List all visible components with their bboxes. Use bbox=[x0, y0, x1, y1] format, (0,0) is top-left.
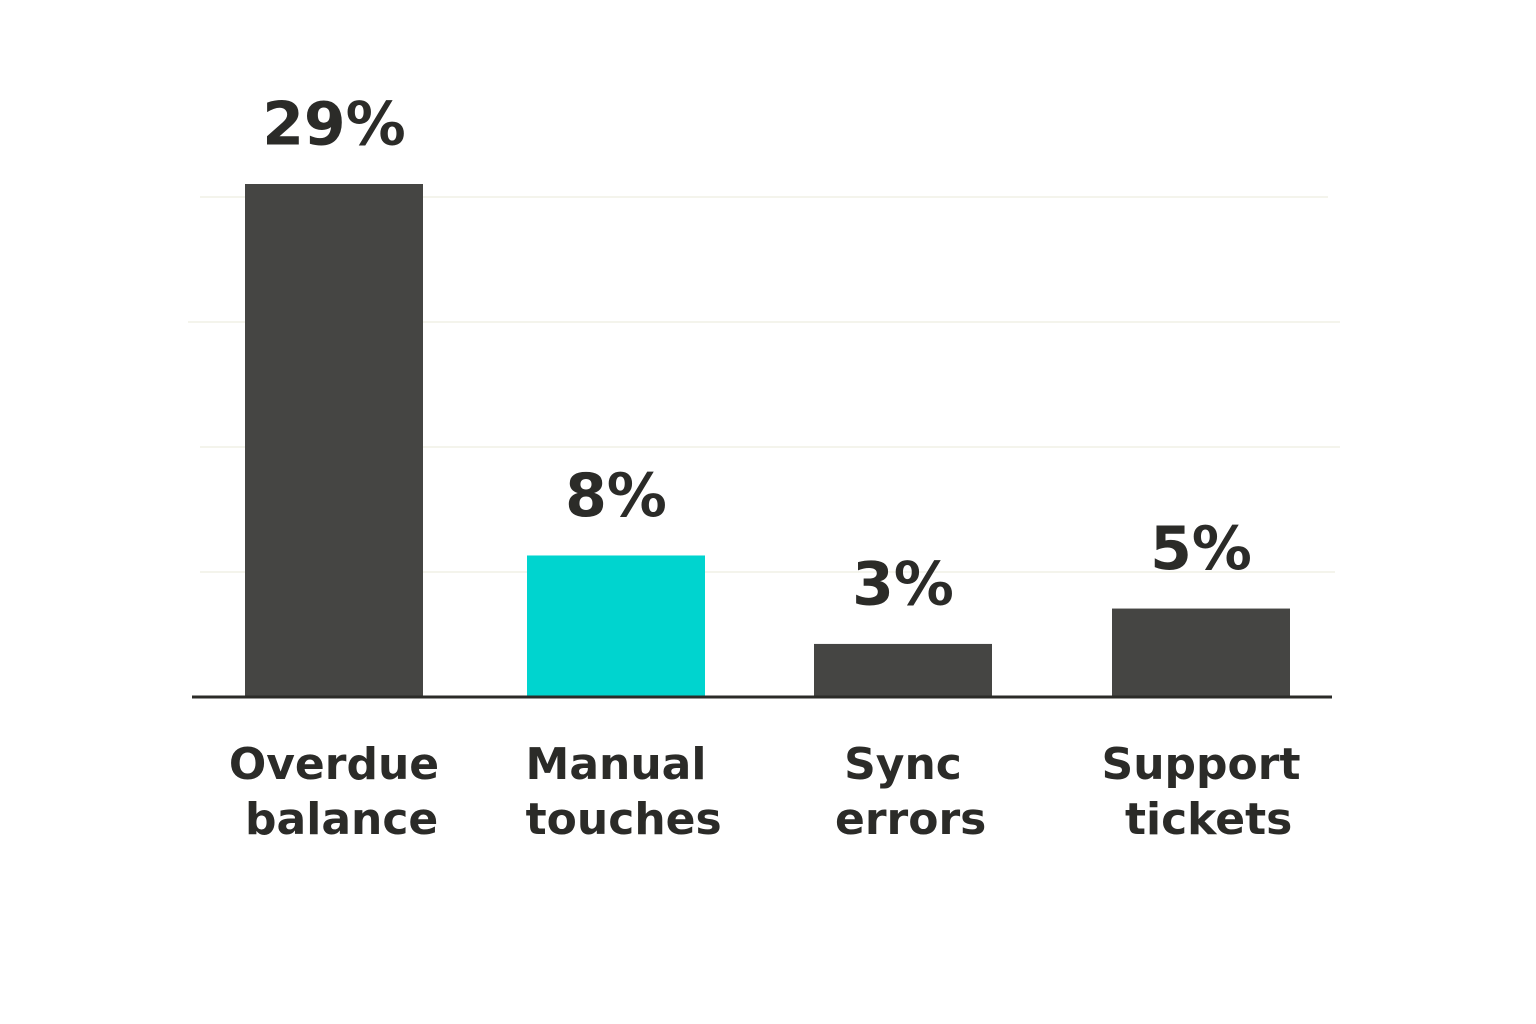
bar bbox=[814, 643, 992, 697]
x-tick-label: Overdue balance bbox=[229, 739, 439, 845]
x-tick-label: Sync errors bbox=[820, 739, 987, 845]
value-label: 29% bbox=[262, 90, 406, 160]
bar bbox=[245, 184, 423, 697]
bar bbox=[527, 555, 705, 697]
bar bbox=[1112, 608, 1290, 697]
value-label: 5% bbox=[1150, 514, 1252, 584]
value-label: 3% bbox=[852, 550, 954, 620]
x-tick-label: Support tickets bbox=[1102, 739, 1301, 845]
value-label: 8% bbox=[565, 461, 667, 531]
x-tick-label: Manual touches bbox=[510, 739, 721, 845]
